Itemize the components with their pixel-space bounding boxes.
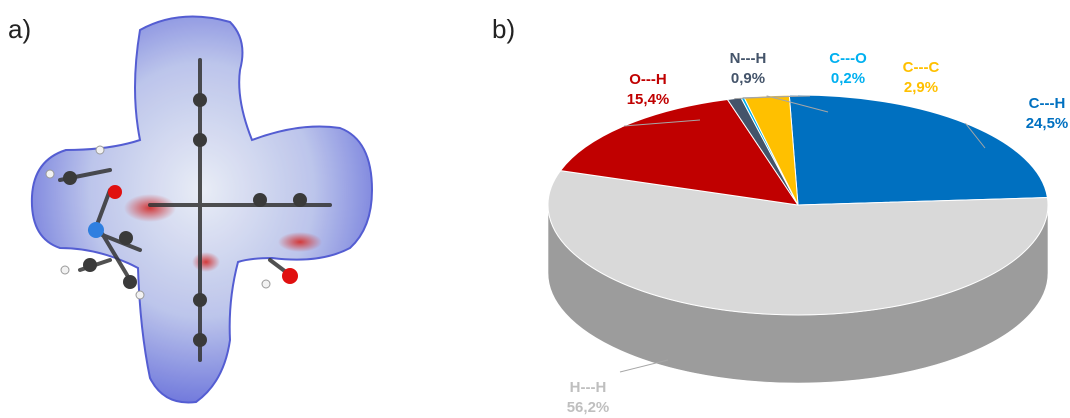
hydrogen-atoms xyxy=(45,145,271,300)
data-label-value: 24,5% xyxy=(1026,115,1069,132)
oxygen-atom xyxy=(108,185,122,199)
leader-line xyxy=(742,95,811,99)
contact-spot xyxy=(124,194,176,222)
data-label-category: O---H xyxy=(629,71,667,88)
data-label-value: 56,2% xyxy=(567,399,610,416)
contact-spot xyxy=(278,232,322,252)
pie-slice-h-h xyxy=(547,170,1049,316)
data-label-value: 15,4% xyxy=(627,91,670,108)
leader-line xyxy=(619,359,669,373)
carbon-atoms xyxy=(63,93,307,347)
data-label-category: H---H xyxy=(570,379,607,396)
data-label-value: 0,9% xyxy=(731,70,765,87)
leader-line xyxy=(624,119,701,127)
data-label-category: C---O xyxy=(829,50,867,67)
pie-data-labels: C---H 24,5% H---H 56,2% O---H 15,4% N---H 0,9% C… xyxy=(567,50,1069,416)
oxygen-atom xyxy=(282,268,298,284)
data-label-category: C---C xyxy=(903,59,940,76)
data-label-value: 0,2% xyxy=(831,70,865,87)
pie-slices xyxy=(547,94,1049,316)
leader-line xyxy=(965,123,986,149)
data-label-category: N---H xyxy=(730,50,767,67)
data-label-value: 2,9% xyxy=(904,79,938,96)
leader-line xyxy=(766,95,829,113)
panel-b-label: b) xyxy=(492,14,516,44)
pie-leader-lines xyxy=(619,95,986,373)
panel-a-label: a) xyxy=(8,14,32,44)
data-label-category: C---H xyxy=(1029,95,1066,112)
pie-slice-c-h xyxy=(788,94,1049,206)
nitrogen-atom xyxy=(88,222,104,238)
